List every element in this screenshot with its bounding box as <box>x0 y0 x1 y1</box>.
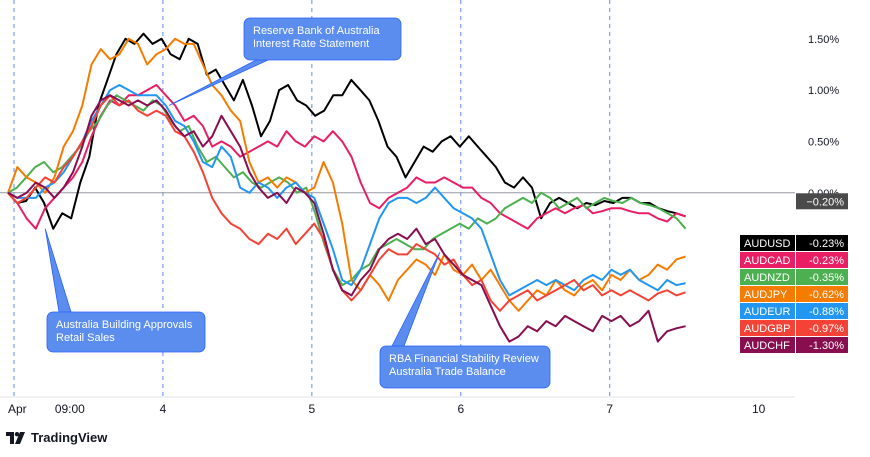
badge-name-bg <box>740 303 795 319</box>
x-tick-label: 4 <box>160 402 167 416</box>
badge-audeur: AUDEUR -0.88% <box>740 303 848 319</box>
current-value-tag: −0.20% <box>796 193 848 210</box>
badge-value-bg <box>796 286 848 302</box>
badge-name-bg <box>740 269 795 285</box>
badge-name: AUDJPY <box>744 289 788 301</box>
badge-value: -0.62% <box>809 289 844 301</box>
x-tick-label: Apr <box>8 402 27 416</box>
annotation-text: Australia Building Approvals <box>56 319 193 331</box>
x-tick-label: 6 <box>457 402 464 416</box>
badge-value-bg <box>796 337 848 353</box>
badge-name-bg <box>740 286 795 302</box>
badge-value: -0.88% <box>809 306 844 318</box>
annotation-pointer <box>168 59 269 106</box>
badge-value-bg <box>796 320 848 336</box>
current-value-text: −0.20% <box>806 196 844 208</box>
annotation-text: RBA Financial Stability Review <box>389 353 539 365</box>
badge-value-bg <box>796 303 848 319</box>
annotation-box <box>379 345 551 389</box>
series-line-audeur <box>7 84 686 297</box>
series-line-audcad <box>7 84 686 230</box>
y-tick-label: 0.50% <box>808 136 839 148</box>
tradingview-logo[interactable]: TradingView <box>6 430 107 445</box>
annotation-text: Interest Rate Statement <box>253 38 369 50</box>
badge-name-bg <box>740 337 795 353</box>
badge-audjpy: AUDJPY -0.62% <box>740 286 848 302</box>
badge-value: -0.23% <box>809 255 844 267</box>
badge-name-bg <box>740 320 795 336</box>
badge-value-bg <box>796 235 848 251</box>
x-tick-label: 5 <box>309 402 316 416</box>
badge-name-bg <box>740 252 795 268</box>
badge-name: AUDGBP <box>744 323 790 335</box>
badge-value: -0.23% <box>809 238 844 250</box>
badge-audusd: AUDUSD -0.23% <box>740 235 848 251</box>
badge-value-bg <box>796 269 848 285</box>
badge-audgbp: AUDGBP -0.97% <box>740 320 848 336</box>
badge-audcad: AUDCAD -0.23% <box>740 252 848 268</box>
badge-name: AUDNZD <box>744 272 790 284</box>
badge-audnzd: AUDNZD -0.35% <box>740 269 848 285</box>
badge-value: -0.35% <box>809 272 844 284</box>
annotation-text: Retail Sales <box>56 332 115 344</box>
annotation-pointer <box>391 252 441 347</box>
annotation-rba-fsr: RBA Financial Stability ReviewAustralia … <box>379 252 551 389</box>
series-line-audgbp <box>7 94 686 312</box>
series-line-audusd <box>7 32 686 230</box>
current-value-bg <box>796 193 848 210</box>
x-tick-label: 09:00 <box>55 402 85 416</box>
badge-name: AUDEUR <box>744 306 791 318</box>
series-value-badges: AUDUSD -0.23% AUDCAD -0.23% AUDNZD -0.35% AUDJ… <box>740 193 848 353</box>
annotation-text: Reserve Bank of Australia <box>253 25 380 37</box>
x-tick-label: 7 <box>606 402 613 416</box>
tradingview-logo-icon <box>6 431 25 444</box>
badge-value: -0.97% <box>809 323 844 335</box>
tradingview-brand-label: TradingView <box>31 430 108 445</box>
badge-value-bg <box>796 252 848 268</box>
y-tick-label: 1.50% <box>808 34 839 46</box>
annotation-text: Australia Trade Balance <box>389 366 506 378</box>
badge-name: AUDUSD <box>744 238 791 250</box>
annotation-box <box>243 17 402 61</box>
badge-audchf: AUDCHF -1.30% <box>740 337 848 353</box>
time-axis: Apr 09:00 4 5 6 7 10 <box>8 402 766 416</box>
series-lines <box>7 32 687 343</box>
y-tick-label: 1.00% <box>808 85 839 97</box>
x-tick-label: 10 <box>752 402 766 416</box>
annotation-box <box>46 311 206 353</box>
series-line-audchf <box>7 94 686 343</box>
badge-value: -1.30% <box>809 340 844 352</box>
badge-name: AUDCAD <box>744 255 791 267</box>
badge-name-bg <box>740 235 795 251</box>
badge-name: AUDCHF <box>744 340 790 352</box>
series-line-audjpy <box>7 37 686 312</box>
annotation-pointer <box>44 228 72 313</box>
